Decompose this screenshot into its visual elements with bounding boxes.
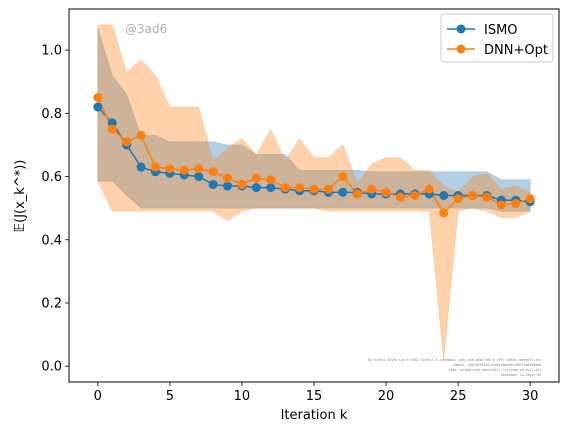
dnn-opt-point — [136, 130, 146, 140]
x-tick-label: 15 — [306, 389, 323, 404]
dnn-opt-point — [280, 183, 290, 193]
ismo-point — [208, 179, 218, 189]
dnn-opt-point — [439, 208, 449, 218]
y-axis: 0.0 0.2 0.4 0.6 0.8 1.0 — [41, 44, 69, 375]
dnn-opt-point — [453, 194, 463, 204]
dnn-opt-point — [266, 175, 276, 185]
dnn-opt-point — [122, 137, 132, 147]
x-tick-label: 20 — [378, 389, 395, 404]
dnn-opt-point — [496, 200, 506, 210]
legend-ismo-label: ISMO — [484, 23, 518, 38]
x-tick-label: 5 — [166, 389, 174, 404]
ismo-point — [93, 102, 103, 112]
x-axis-label: Iteration k — [281, 408, 348, 423]
x-axis: 0 5 10 15 20 25 30 — [94, 382, 539, 404]
footer-line-4: Hostname: ip.login.05 — [501, 373, 541, 377]
legend-dnn-marker — [456, 44, 466, 54]
x-tick-label: 30 — [522, 389, 539, 404]
ismo-point — [338, 187, 348, 197]
dnn-opt-point — [511, 198, 521, 208]
y-axis-label: 𝔼(J(x_k^*)) — [13, 160, 28, 233]
dnn-opt-point — [338, 172, 348, 182]
ismo-point — [107, 118, 117, 128]
dnn-opt-point — [208, 167, 218, 177]
dnn-opt-point — [367, 184, 377, 194]
dnn-opt-point — [381, 187, 391, 197]
dnn-opt-point — [93, 93, 103, 103]
dnn-opt-point — [468, 191, 478, 200]
dnn-opt-point — [309, 184, 319, 194]
ismo-band — [97, 27, 531, 212]
y-tick-label: 0.0 — [41, 360, 62, 375]
dnn-opt-point — [323, 184, 333, 194]
footer-line-1: By Kjetil Olsen Lye @ ETHZ (kjetil.o.lye… — [368, 358, 541, 362]
legend-frame — [440, 13, 554, 63]
dnn-opt-point — [179, 165, 189, 175]
y-tick-label: 1.0 — [41, 44, 62, 59]
x-tick-label: 0 — [94, 389, 102, 404]
series-markers — [93, 93, 535, 218]
dnn-opt-point — [223, 173, 233, 183]
ismo-point — [194, 172, 204, 182]
footer-text: By Kjetil Olsen Lye @ ETHZ (kjetil.o.lye… — [368, 358, 541, 377]
ismo-point — [136, 162, 146, 172]
y-tick-label: 0.8 — [41, 107, 62, 122]
dnn-opt-point — [410, 191, 420, 200]
watermark: @3ad6 — [125, 22, 167, 36]
dnn-opt-point — [165, 164, 175, 174]
legend: ISMO DNN+Opt — [440, 13, 554, 63]
legend-ismo-marker — [456, 24, 466, 34]
legend-dnn-label: DNN+Opt — [484, 43, 548, 58]
dnn-opt-point — [107, 124, 117, 134]
dnn-opt-point — [525, 194, 535, 204]
dnn-opt-point — [352, 189, 362, 199]
dnn-opt-point — [150, 162, 160, 172]
ismo-point — [266, 183, 276, 193]
dnn-opt-point — [194, 164, 204, 174]
ismo-point — [223, 181, 233, 191]
x-tick-label: 25 — [450, 389, 467, 404]
footer-line-3: Repo: git@github.com/kjetil-lye/ismo_air… — [449, 368, 541, 372]
y-tick-label: 0.6 — [41, 170, 62, 185]
ismo-point — [251, 183, 261, 193]
x-tick-label: 10 — [234, 389, 251, 404]
y-tick-label: 0.2 — [41, 296, 62, 311]
ismo-point — [439, 191, 449, 200]
y-tick-label: 0.4 — [41, 233, 62, 248]
dnn-opt-point — [424, 184, 434, 194]
dnn-opt-point — [482, 192, 492, 202]
dnn-opt-point — [395, 192, 405, 202]
dnn-opt-point — [251, 173, 261, 183]
footer-line-2: Commit: 3a01d2333e91ce9b1e0de9ac1963f4a8… — [453, 363, 541, 367]
dnn-opt-point — [295, 183, 305, 193]
dnn-opt-point — [237, 179, 247, 189]
